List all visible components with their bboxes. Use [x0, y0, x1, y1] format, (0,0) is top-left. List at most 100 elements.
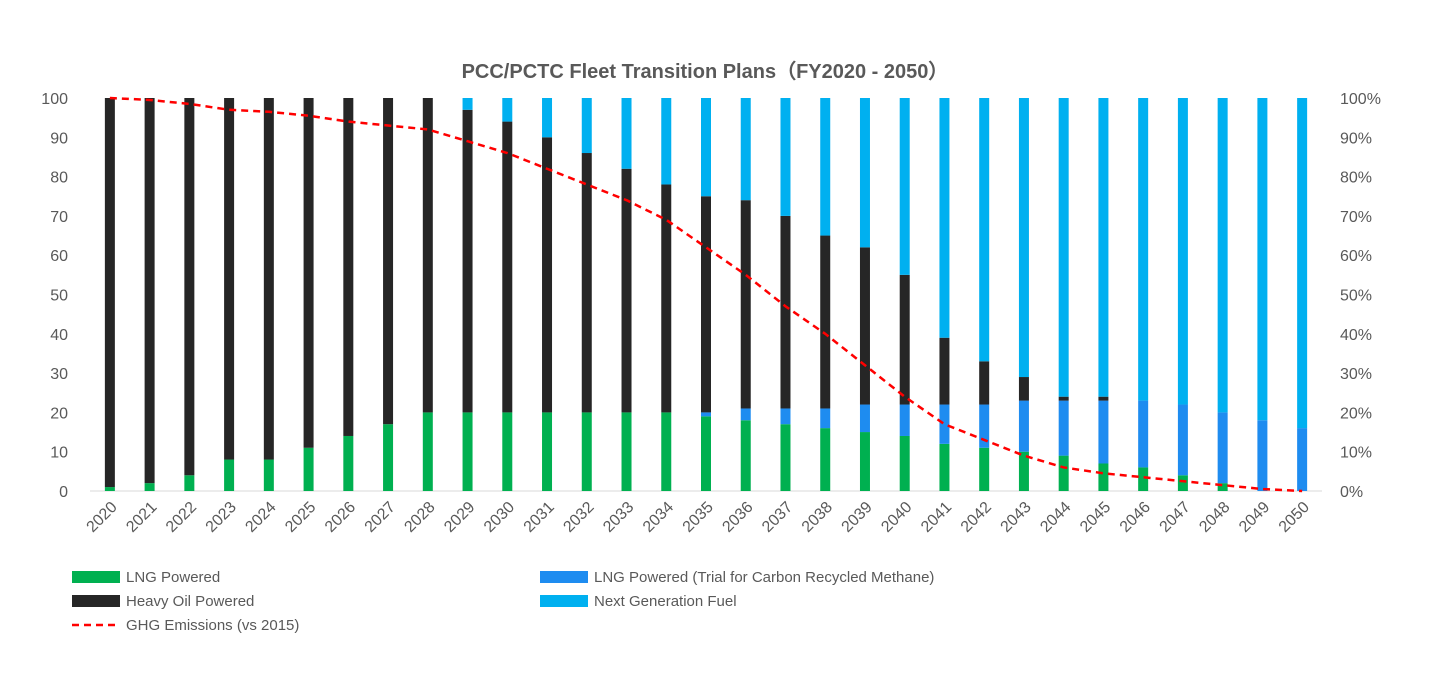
x-tick-label: 2047 — [1157, 499, 1194, 536]
x-tick-label: 2039 — [839, 499, 876, 536]
x-tick-label: 2045 — [1077, 499, 1114, 536]
y-tick-label: 40 — [50, 327, 68, 344]
bar-heavy-oil-powered-2027 — [383, 98, 394, 425]
x-tick-label: 2049 — [1236, 499, 1273, 536]
bar-next-generation-fuel-2045 — [1098, 98, 1109, 397]
legend-label-lng-powered: LNG Powered — [126, 569, 220, 586]
y-tick-label: 30 — [50, 366, 68, 383]
bar-lng-powered-trial-for-carbon-recycled-methane-2040 — [899, 404, 910, 436]
legend-label-lng-powered-trial-for-carbon-recycled-methane: LNG Powered (Trial for Carbon Recycled M… — [594, 569, 934, 586]
bar-heavy-oil-powered-2026 — [343, 98, 354, 436]
bar-lng-powered-2034 — [661, 412, 672, 491]
x-tick-label: 2022 — [163, 499, 200, 536]
bar-lng-powered-trial-for-carbon-recycled-methane-2043 — [1018, 400, 1029, 452]
bar-lng-powered-2037 — [780, 424, 791, 491]
bar-heavy-oil-powered-2044 — [1058, 396, 1069, 401]
bar-next-generation-fuel-2037 — [780, 98, 791, 216]
y-tick-label: 80 — [50, 170, 68, 187]
bar-heavy-oil-powered-2021 — [144, 98, 155, 484]
bar-next-generation-fuel-2047 — [1177, 98, 1188, 405]
legend-swatch-lng-powered-trial-for-carbon-recycled-methane — [540, 571, 588, 583]
bar-heavy-oil-powered-2023 — [224, 98, 235, 460]
bar-heavy-oil-powered-2025 — [303, 98, 314, 448]
bar-heavy-oil-powered-2042 — [979, 361, 990, 405]
bar-next-generation-fuel-2046 — [1138, 98, 1149, 401]
bar-lng-powered-2040 — [899, 435, 910, 491]
bar-next-generation-fuel-2043 — [1018, 98, 1029, 378]
y-tick-label: 0 — [59, 484, 68, 501]
x-tick-label: 2038 — [799, 499, 836, 536]
bar-lng-powered-trial-for-carbon-recycled-methane-2039 — [859, 404, 870, 433]
x-tick-label: 2034 — [640, 499, 677, 536]
bar-heavy-oil-powered-2043 — [1018, 377, 1029, 401]
bar-heavy-oil-powered-2020 — [104, 98, 115, 488]
bar-layer — [104, 98, 1308, 491]
x-tick-label: 2041 — [918, 499, 955, 536]
y-tick-label: 70 — [50, 209, 68, 226]
bar-next-generation-fuel-2035 — [701, 98, 711, 197]
bar-next-generation-fuel-2033 — [621, 98, 632, 169]
bar-lng-powered-2036 — [740, 420, 751, 491]
y2-tick-label: 70% — [1340, 209, 1372, 226]
x-tick-label: 2030 — [481, 499, 518, 536]
chart-title: PCC/PCTC Fleet Transition Plans（FY2020 -… — [462, 60, 949, 83]
legend-label-next-generation-fuel: Next Generation Fuel — [594, 593, 737, 610]
bar-lng-powered-2041 — [939, 443, 950, 491]
x-tick-label: 2026 — [322, 499, 359, 536]
legend-swatch-lng-powered — [72, 571, 120, 583]
y2-tick-label: 50% — [1340, 288, 1372, 305]
bar-heavy-oil-powered-2028 — [422, 98, 433, 413]
bar-heavy-oil-powered-2029 — [462, 109, 473, 413]
bar-heavy-oil-powered-2032 — [581, 153, 592, 413]
bar-lng-powered-2039 — [859, 432, 870, 491]
bar-heavy-oil-powered-2036 — [740, 200, 751, 409]
bar-next-generation-fuel-2041 — [939, 98, 950, 338]
y-tick-label: 20 — [50, 405, 68, 422]
bar-lng-powered-2030 — [502, 412, 513, 491]
bar-next-generation-fuel-2032 — [581, 98, 592, 154]
bar-heavy-oil-powered-2045 — [1098, 396, 1109, 401]
bar-heavy-oil-powered-2038 — [820, 235, 831, 409]
x-tick-label: 2035 — [680, 499, 717, 536]
bar-lng-powered-2038 — [820, 428, 831, 491]
x-tick-label: 2033 — [600, 499, 637, 536]
y-tick-label: 50 — [50, 288, 68, 305]
bar-lng-powered-trial-for-carbon-recycled-methane-2047 — [1177, 404, 1188, 476]
legend-swatch-next-generation-fuel — [540, 595, 588, 607]
bar-lng-powered-2020 — [104, 487, 115, 491]
bar-heavy-oil-powered-2031 — [542, 137, 553, 413]
x-tick-label: 2044 — [1037, 499, 1074, 536]
x-tick-label: 2042 — [958, 499, 995, 536]
y2-tick-label: 40% — [1340, 327, 1372, 344]
y2-tick-label: 10% — [1340, 445, 1372, 462]
bar-lng-powered-2047 — [1177, 475, 1188, 491]
x-tick-label: 2032 — [560, 499, 597, 536]
bar-next-generation-fuel-2030 — [502, 98, 513, 122]
x-tick-label: 2028 — [401, 499, 438, 536]
bar-lng-powered-trial-for-carbon-recycled-methane-2049 — [1257, 420, 1268, 491]
x-tick-label: 2043 — [998, 499, 1035, 536]
bar-next-generation-fuel-2029 — [462, 98, 473, 110]
bar-next-generation-fuel-2040 — [899, 98, 910, 275]
x-tick-label: 2020 — [84, 499, 121, 536]
bar-heavy-oil-powered-2024 — [263, 98, 274, 460]
bar-next-generation-fuel-2039 — [859, 98, 870, 248]
bar-lng-powered-2035 — [701, 416, 711, 491]
legend-label-heavy-oil-powered: Heavy Oil Powered — [126, 593, 254, 610]
x-tick-label: 2023 — [203, 499, 240, 536]
bar-lng-powered-2029 — [462, 412, 473, 491]
bar-heavy-oil-powered-2037 — [780, 215, 791, 409]
bar-lng-powered-trial-for-carbon-recycled-methane-2050 — [1297, 428, 1308, 491]
x-tick-label: 2050 — [1276, 499, 1313, 536]
y-axis-left: 0 10 20 30 40 50 60 70 80 90 100 — [41, 91, 68, 501]
bar-heavy-oil-powered-2041 — [939, 337, 950, 405]
bar-lng-powered-trial-for-carbon-recycled-methane-2036 — [740, 408, 751, 421]
bar-lng-powered-2021 — [144, 483, 155, 491]
y-tick-label: 10 — [50, 445, 68, 462]
bar-lng-powered-2045 — [1098, 463, 1109, 491]
y2-tick-label: 80% — [1340, 170, 1372, 187]
bar-lng-powered-2046 — [1138, 467, 1149, 491]
bar-lng-powered-trial-for-carbon-recycled-methane-2046 — [1138, 400, 1149, 468]
bar-next-generation-fuel-2036 — [740, 98, 751, 201]
